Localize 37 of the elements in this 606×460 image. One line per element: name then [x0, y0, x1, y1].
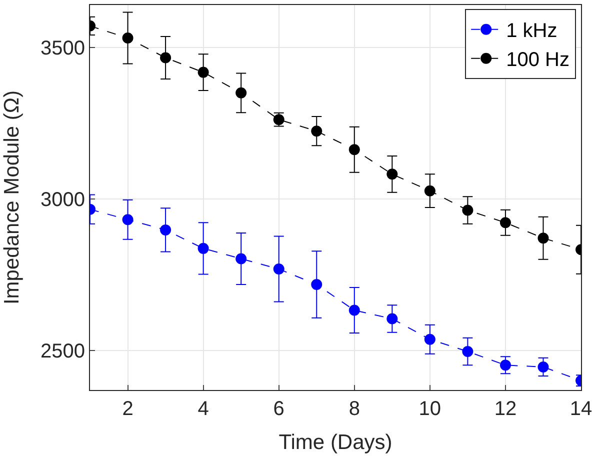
legend-label: 100 Hz	[506, 49, 570, 72]
point	[462, 346, 474, 357]
x-tick-label: 6	[273, 398, 284, 420]
point	[462, 204, 474, 216]
point	[236, 253, 247, 264]
x-tick-label: 8	[348, 398, 360, 420]
point	[236, 87, 247, 98]
point	[198, 242, 209, 254]
point	[311, 279, 322, 290]
point	[348, 144, 360, 156]
point	[538, 232, 549, 244]
point	[160, 224, 172, 236]
y-tick-label: 3500	[40, 37, 85, 60]
point	[386, 313, 398, 324]
y-tick-label: 3000	[40, 189, 85, 212]
point	[424, 185, 436, 196]
x-tick-label: 10	[418, 398, 442, 420]
point	[122, 214, 134, 226]
point	[198, 66, 209, 78]
point	[500, 360, 511, 371]
x-tick-label: 2	[122, 398, 134, 420]
legend-label: 1 kHz	[506, 20, 558, 42]
point	[273, 264, 284, 275]
y-tick-label: 2500	[40, 340, 85, 363]
point	[348, 304, 360, 316]
x-tick-label: 12	[494, 398, 517, 420]
y-axis-title: Impedance Module (Ω)	[0, 90, 24, 305]
point	[386, 168, 398, 180]
point	[538, 361, 549, 372]
point	[424, 334, 436, 345]
point	[500, 217, 511, 228]
point	[122, 32, 134, 44]
point	[311, 126, 322, 137]
x-tick-label: 4	[198, 398, 209, 420]
point	[160, 52, 172, 64]
x-axis-title: Time (Days)	[278, 431, 392, 454]
x-tick-label: 14	[570, 398, 592, 420]
